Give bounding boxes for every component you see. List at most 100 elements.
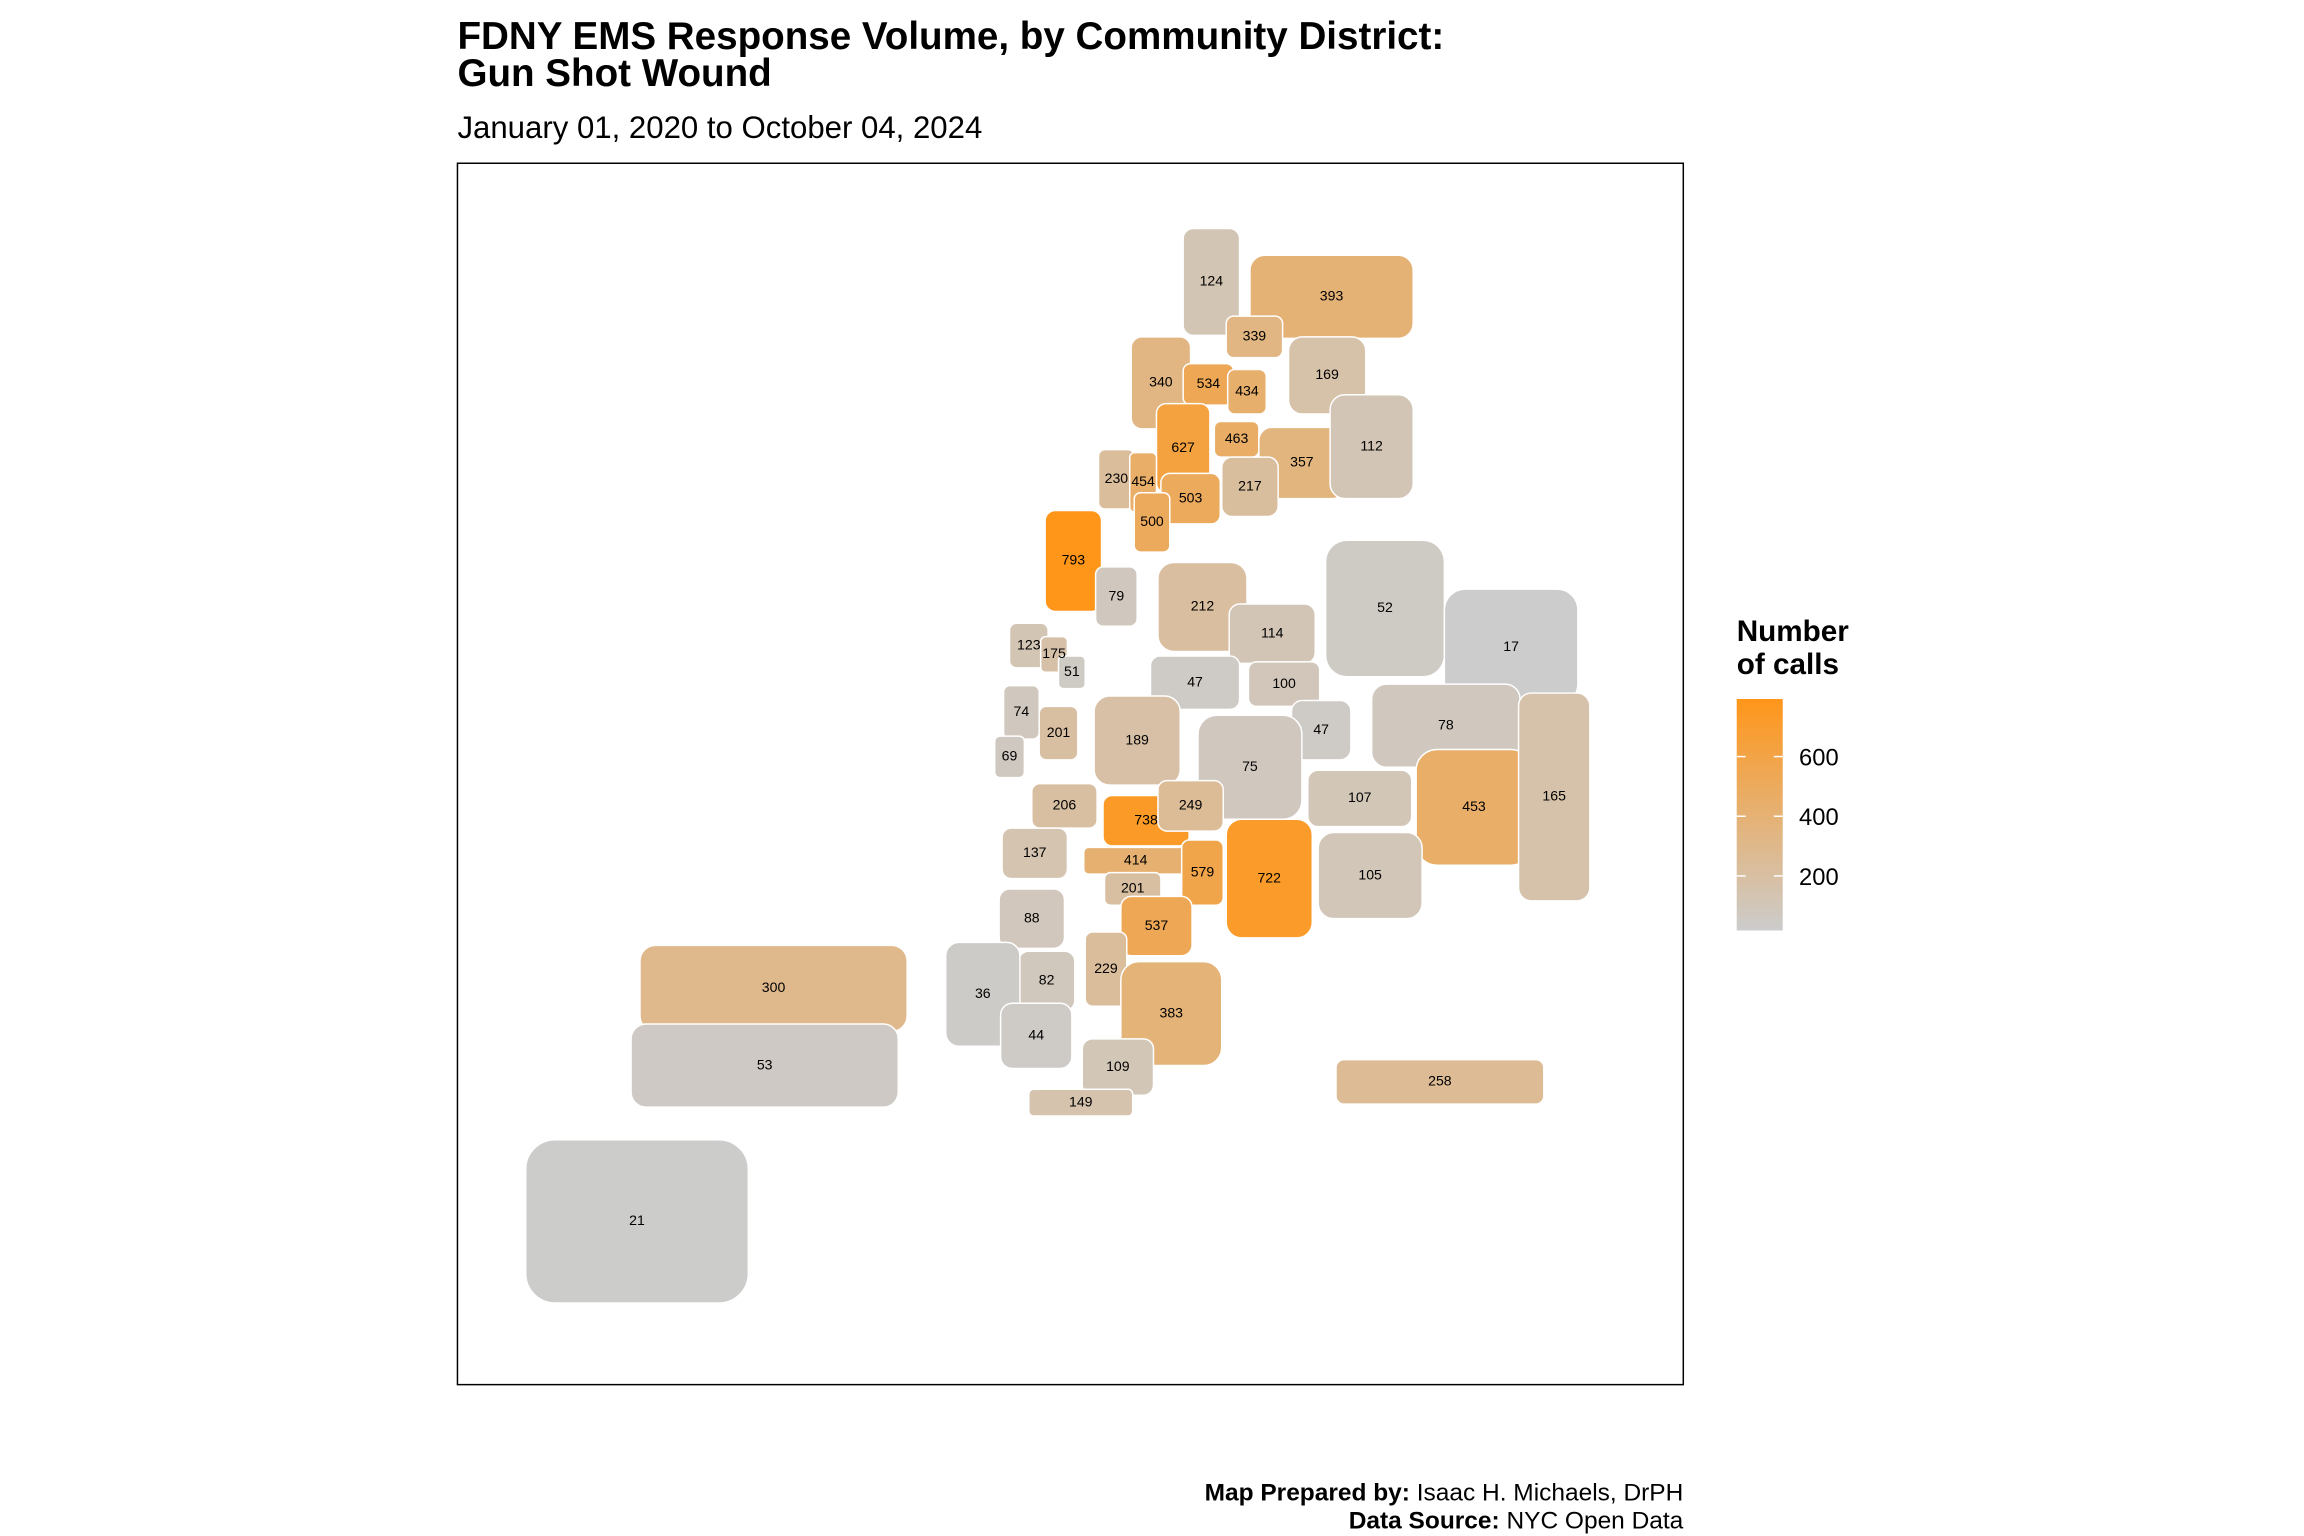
district-label: 44 bbox=[1028, 1027, 1044, 1043]
district-label: 738 bbox=[1134, 811, 1158, 827]
district-label: 212 bbox=[1191, 598, 1215, 614]
district-label: 21 bbox=[629, 1212, 645, 1228]
district-label: 169 bbox=[1315, 366, 1339, 382]
district-label: 17 bbox=[1503, 638, 1519, 654]
district bbox=[1133, 491, 1171, 553]
district bbox=[1094, 566, 1138, 628]
districts: 124 393 339 340 534 434 169 627 463 357 112 230 454 5… bbox=[524, 227, 1591, 1304]
district bbox=[998, 888, 1066, 950]
district bbox=[1044, 509, 1103, 613]
district bbox=[524, 1139, 750, 1304]
caption-label: Map Prepared by: bbox=[1205, 1479, 1410, 1506]
district-label: 114 bbox=[1261, 624, 1284, 640]
district-label: 339 bbox=[1243, 328, 1267, 344]
district-label: 454 bbox=[1131, 473, 1155, 489]
legend-ticks: 200 400 600 bbox=[1736, 745, 1839, 891]
district-label: 722 bbox=[1257, 869, 1281, 885]
district-label: 107 bbox=[1348, 789, 1372, 805]
district-label: 53 bbox=[757, 1056, 773, 1072]
district bbox=[1317, 831, 1423, 920]
district-label: 357 bbox=[1290, 454, 1314, 470]
district-label: 124 bbox=[1200, 273, 1224, 289]
district-label: 579 bbox=[1191, 863, 1215, 879]
district bbox=[630, 1023, 899, 1108]
district bbox=[1247, 661, 1321, 708]
district-label: 82 bbox=[1039, 972, 1055, 988]
district bbox=[1057, 655, 1086, 690]
district-label: 793 bbox=[1062, 552, 1086, 568]
legend-title: of calls bbox=[1737, 648, 1839, 681]
district-label: 463 bbox=[1225, 430, 1249, 446]
district-label: 537 bbox=[1145, 917, 1169, 933]
district-label: 123 bbox=[1017, 636, 1041, 652]
legend-colorbar bbox=[1736, 698, 1783, 931]
legend-tick-label: 200 bbox=[1799, 865, 1839, 891]
district bbox=[1031, 782, 1098, 829]
caption: Data Source: NYC Open Data bbox=[1349, 1508, 1684, 1535]
district bbox=[1180, 839, 1224, 907]
district bbox=[1335, 1058, 1545, 1105]
district-label: 36 bbox=[975, 985, 991, 1001]
district bbox=[999, 1002, 1073, 1070]
district-label: 137 bbox=[1023, 844, 1047, 860]
district-label: 51 bbox=[1064, 663, 1080, 679]
district-label: 217 bbox=[1238, 477, 1262, 493]
district-label: 149 bbox=[1069, 1093, 1093, 1109]
district-label: 249 bbox=[1179, 797, 1203, 813]
district bbox=[1157, 779, 1224, 832]
district-label: 109 bbox=[1106, 1058, 1130, 1074]
district bbox=[1221, 456, 1279, 518]
district-label: 78 bbox=[1438, 716, 1454, 732]
district bbox=[1182, 227, 1241, 337]
district-label: 112 bbox=[1360, 437, 1383, 453]
district-label: 79 bbox=[1109, 587, 1125, 603]
district bbox=[1307, 769, 1413, 828]
district-label: 165 bbox=[1542, 788, 1566, 804]
district bbox=[1149, 655, 1241, 711]
district-label: 52 bbox=[1377, 599, 1393, 615]
district-label: 340 bbox=[1149, 374, 1173, 390]
district bbox=[993, 735, 1026, 779]
district-label: 534 bbox=[1197, 375, 1221, 391]
district-label: 230 bbox=[1105, 470, 1129, 486]
district-label: 434 bbox=[1235, 383, 1259, 399]
title-line: FDNY EMS Response Volume, by Community D… bbox=[457, 15, 1444, 58]
district-label: 229 bbox=[1094, 960, 1118, 976]
caption-label: Data Source: bbox=[1349, 1508, 1500, 1535]
district-label: 75 bbox=[1242, 758, 1258, 774]
district-label: 393 bbox=[1320, 288, 1344, 304]
district-label: 206 bbox=[1053, 797, 1077, 813]
district bbox=[1225, 818, 1314, 939]
district-label: 627 bbox=[1171, 439, 1195, 455]
district-label: 258 bbox=[1428, 1073, 1452, 1089]
district-label: 105 bbox=[1358, 866, 1382, 882]
district bbox=[1225, 315, 1284, 359]
caption: Map Prepared by: Isaac H. Michaels, DrPH bbox=[1205, 1479, 1684, 1506]
legend-tick-label: 400 bbox=[1799, 805, 1839, 831]
district-label: 201 bbox=[1047, 724, 1071, 740]
district bbox=[1517, 692, 1591, 902]
district-label: 47 bbox=[1187, 673, 1203, 689]
district-label: 201 bbox=[1121, 880, 1145, 896]
map-panel bbox=[456, 162, 1685, 1386]
district-label: 100 bbox=[1272, 675, 1296, 691]
caption-text: Isaac H. Michaels, DrPH bbox=[1417, 1479, 1684, 1506]
district-label: 88 bbox=[1024, 909, 1040, 925]
subtitle: January 01, 2020 to October 04, 2024 bbox=[457, 110, 982, 145]
district-label: 47 bbox=[1313, 721, 1329, 737]
title-line: Gun Shot Wound bbox=[457, 52, 771, 95]
district-label: 383 bbox=[1160, 1004, 1184, 1020]
district bbox=[1329, 394, 1414, 500]
district-label: 69 bbox=[1002, 748, 1018, 764]
district bbox=[1028, 1088, 1134, 1117]
district-label: 414 bbox=[1124, 851, 1148, 867]
district-label: 500 bbox=[1140, 513, 1164, 529]
district bbox=[1226, 368, 1268, 415]
district-label: 189 bbox=[1125, 731, 1149, 747]
district-label: 74 bbox=[1014, 703, 1030, 719]
legend-tick-label: 600 bbox=[1799, 745, 1839, 771]
district-label: 503 bbox=[1179, 489, 1203, 505]
district-label: 175 bbox=[1042, 645, 1066, 661]
legend-title: Number bbox=[1737, 615, 1850, 648]
